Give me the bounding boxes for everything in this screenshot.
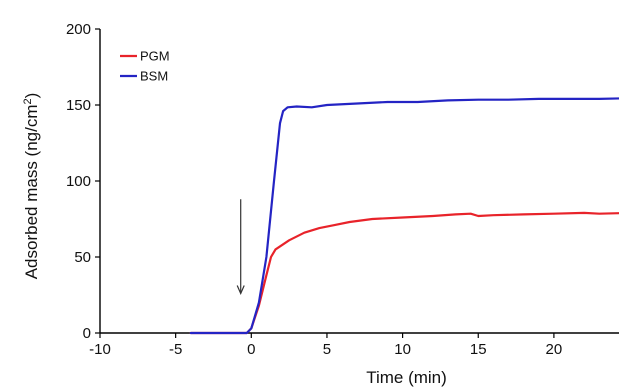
annotation-arrow-1	[236, 199, 245, 295]
x-tick-label: 5	[323, 341, 331, 358]
legend-label-bsm: BSM	[140, 69, 168, 84]
y-axis-title-main: Adsorbed mass (ng/cm	[22, 105, 41, 280]
x-tick-label: 10	[394, 341, 411, 358]
y-tick-label: 150	[66, 97, 91, 114]
arrow-head	[236, 285, 245, 295]
x-tick-label: 0	[247, 341, 255, 358]
y-tick-label: 50	[74, 249, 91, 266]
legend: PGM BSM	[120, 49, 170, 84]
y-axis-title: Adsorbed mass (ng/cm2)	[22, 93, 41, 280]
y-tick-label: 100	[66, 173, 91, 190]
x-tick-label: 15	[470, 341, 487, 358]
x-tick-label: -5	[169, 341, 182, 358]
series-line-bsm	[189, 97, 619, 335]
y-tick-label: 0	[83, 325, 91, 342]
series-layer	[189, 97, 619, 335]
y-axis-title-close: )	[22, 93, 41, 99]
x-tick-label: 20	[546, 341, 563, 358]
x-tick-label: -10	[89, 341, 111, 358]
series-line-pgm	[189, 211, 619, 335]
y-axis-title-superscript: 2	[22, 98, 34, 104]
x-axis-title: Time (min)	[366, 368, 447, 387]
legend-label-pgm: PGM	[140, 49, 170, 64]
y-tick-label: 200	[66, 21, 91, 38]
annotations	[236, 199, 245, 295]
